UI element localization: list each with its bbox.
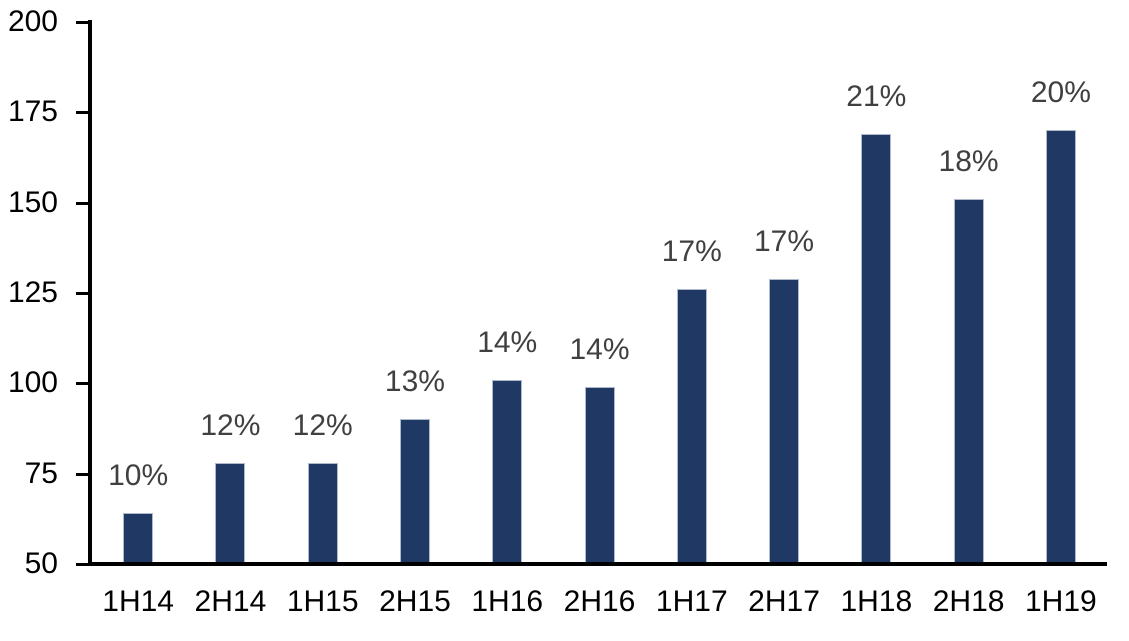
bar-value-label: 14% <box>569 332 630 366</box>
x-axis-category-label: 2H15 <box>379 585 451 618</box>
y-axis-tick <box>76 382 91 386</box>
bar-value-label: 13% <box>384 365 445 399</box>
bar <box>215 462 246 562</box>
y-axis-tick-label: 75 <box>24 456 58 490</box>
x-axis-category-label: 1H17 <box>655 585 728 618</box>
bar-value-label: 20% <box>1030 76 1091 110</box>
y-axis-tick <box>76 292 91 295</box>
x-axis-category-label: 2H14 <box>194 585 267 618</box>
y-axis-tick-label: 150 <box>7 185 58 219</box>
x-axis-category-label: 2H18 <box>932 585 1005 618</box>
bar-value-label: 14% <box>477 325 538 359</box>
x-axis-category-label: 1H19 <box>1025 585 1097 618</box>
x-axis-line <box>88 562 1107 566</box>
bar <box>769 278 800 562</box>
y-axis-tick <box>76 472 91 476</box>
x-axis-category-label: 1H18 <box>840 585 913 618</box>
y-axis-tick-label: 175 <box>7 95 58 129</box>
y-axis-tick <box>76 21 91 24</box>
y-axis-tick-label: 100 <box>7 366 58 400</box>
x-axis-category-label: 1H14 <box>102 585 174 618</box>
bar <box>123 513 154 562</box>
x-axis-category-label: 1H15 <box>286 585 359 618</box>
bar <box>307 462 338 562</box>
bar <box>953 199 984 562</box>
y-axis-tick <box>76 563 91 566</box>
bar-value-label: 10% <box>108 459 169 493</box>
bar-value-label: 18% <box>938 145 999 179</box>
y-axis-tick <box>76 201 91 205</box>
y-axis-tick-label: 50 <box>24 547 58 580</box>
bar-value-label: 17% <box>754 224 815 258</box>
bar <box>399 419 430 562</box>
bar <box>492 379 523 562</box>
y-axis-tick-label: 200 <box>7 5 58 38</box>
bar-value-label: 12% <box>292 408 353 442</box>
x-axis-category-label: 1H16 <box>471 585 544 618</box>
bar <box>584 386 615 562</box>
x-axis-category-label: 2H16 <box>563 585 636 618</box>
bar <box>1045 130 1076 562</box>
y-axis-tick-label: 125 <box>7 276 58 309</box>
bar <box>861 134 892 562</box>
bar-value-label: 12% <box>200 408 261 442</box>
bar-value-label: 17% <box>661 235 722 269</box>
y-axis-tick <box>76 111 91 115</box>
bar-value-label: 21% <box>846 80 907 113</box>
bar <box>676 289 707 562</box>
x-axis-category-label: 2H17 <box>748 585 820 618</box>
